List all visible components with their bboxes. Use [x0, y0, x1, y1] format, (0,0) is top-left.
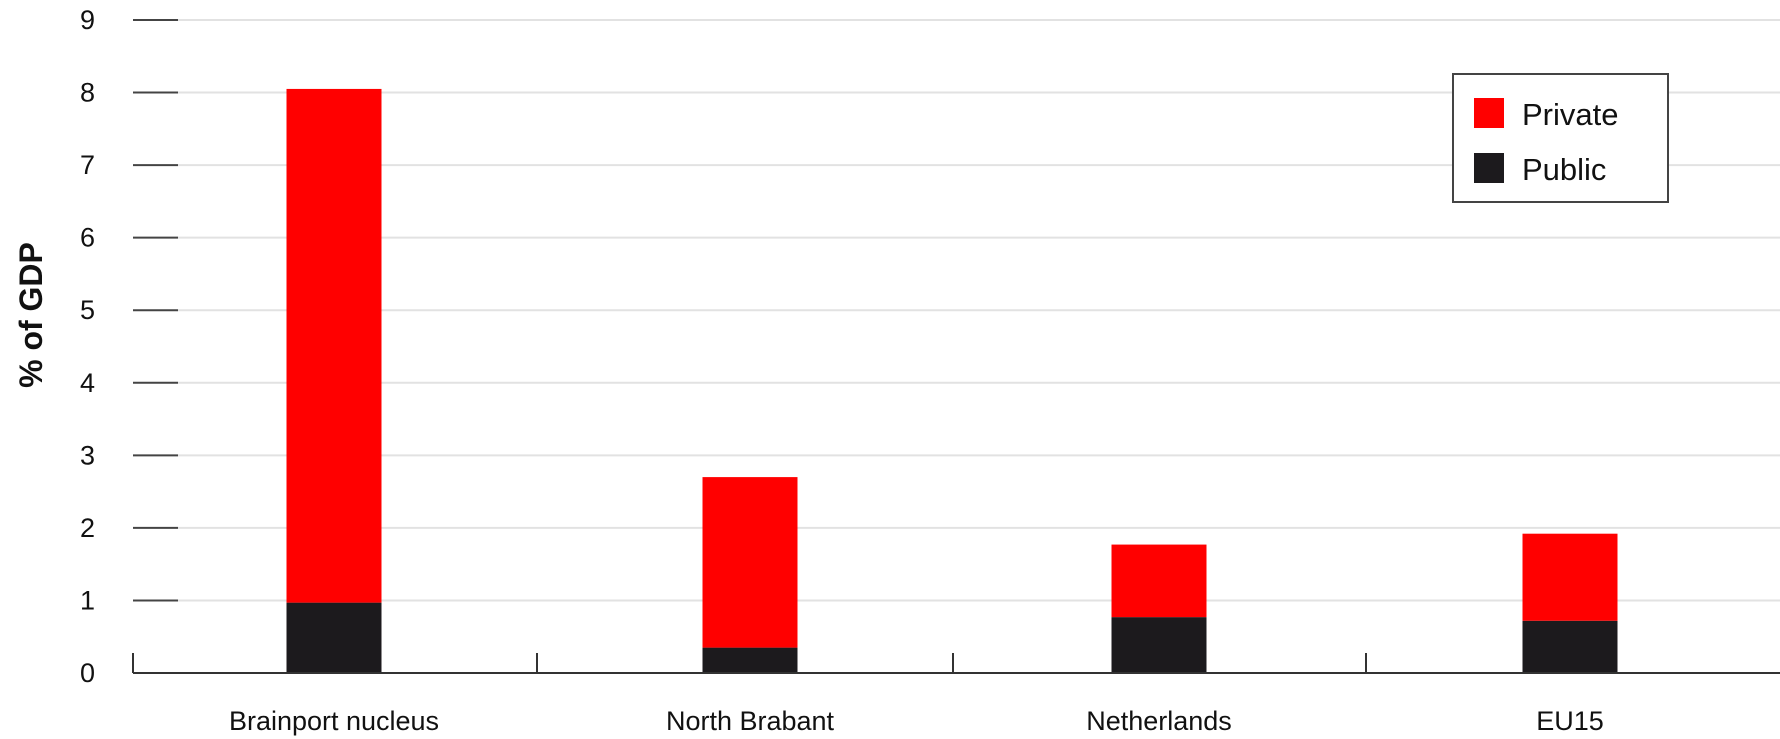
bar-public-1 — [286, 602, 382, 673]
gridlines — [178, 19, 1780, 602]
legend-label-private: Private — [1522, 97, 1618, 132]
axes — [132, 19, 1780, 674]
bar-private-2 — [702, 477, 798, 648]
category-labels: Brainport nucleus North Brabant Netherland… — [229, 706, 1604, 736]
y-tick-label: 3 — [80, 440, 95, 470]
legend-label-public: Public — [1522, 152, 1606, 187]
x-category-label: Brainport nucleus — [229, 706, 439, 736]
bar-public-2 — [702, 647, 798, 673]
y-tick-label: 2 — [80, 513, 95, 543]
x-category-label: Netherlands — [1086, 706, 1232, 736]
bar-private-3 — [1111, 544, 1207, 618]
y-tick-label: 1 — [80, 585, 95, 615]
y-tick-label: 5 — [80, 295, 95, 325]
bars — [286, 88, 1618, 673]
x-category-label: North Brabant — [666, 706, 835, 736]
bar-private-4 — [1522, 533, 1618, 621]
y-tick-label: 8 — [80, 78, 95, 108]
y-tick-labels: 0 1 2 3 4 5 6 7 8 9 — [80, 5, 95, 688]
y-tick-label: 4 — [80, 368, 95, 398]
y-tick-label: 9 — [80, 5, 95, 35]
legend-swatch-private — [1474, 98, 1504, 128]
y-tick-label: 7 — [80, 150, 95, 180]
y-tick-label: 0 — [80, 658, 95, 688]
bar-public-4 — [1522, 620, 1618, 673]
legend-swatch-public — [1474, 153, 1504, 183]
x-category-label: EU15 — [1536, 706, 1604, 736]
y-tick-label: 6 — [80, 223, 95, 253]
y-axis-title: % of GDP — [13, 242, 49, 388]
bar-public-3 — [1111, 617, 1207, 673]
legend: Private Public — [1452, 73, 1669, 203]
bar-private-1 — [286, 88, 382, 603]
